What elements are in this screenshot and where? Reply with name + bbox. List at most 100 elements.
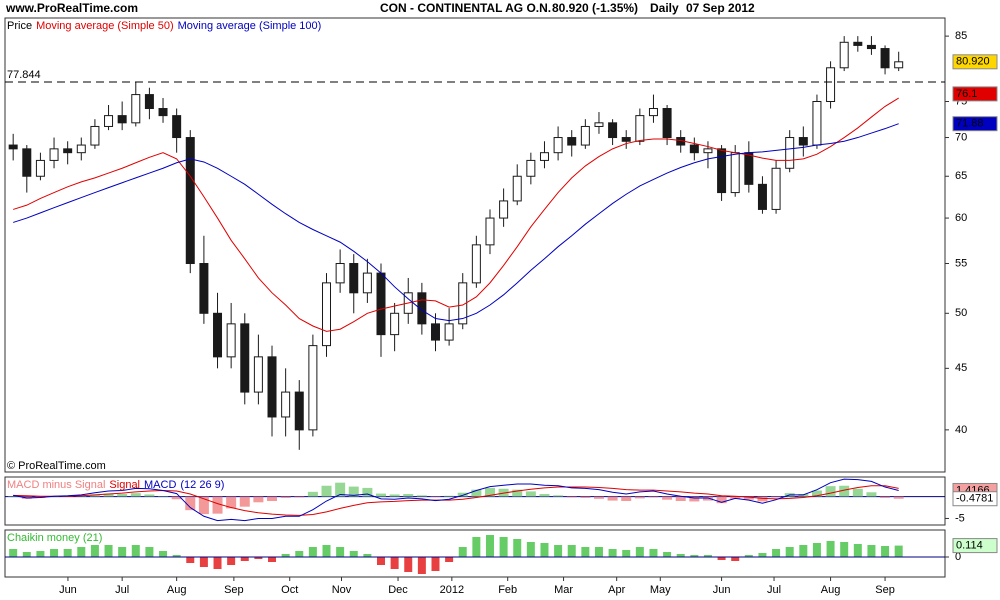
candle-body bbox=[253, 356, 263, 393]
histogram-bar bbox=[280, 496, 291, 498]
y-tick-label: 70 bbox=[955, 131, 967, 143]
x-tick-label: Feb bbox=[498, 584, 517, 596]
histogram-bar bbox=[634, 496, 645, 499]
candle-body bbox=[8, 144, 18, 150]
panel-frame bbox=[4, 17, 946, 473]
legend-entry: Moving average (Simple 50) bbox=[36, 20, 174, 32]
bar bbox=[431, 557, 440, 571]
candle-body bbox=[458, 282, 468, 325]
bar bbox=[717, 557, 726, 560]
candle-body bbox=[785, 137, 795, 169]
candle-body bbox=[76, 144, 86, 154]
histogram-bar bbox=[880, 496, 891, 498]
bar bbox=[758, 553, 767, 557]
y-tick-label: 65 bbox=[955, 170, 967, 182]
candle-body bbox=[335, 263, 345, 284]
bar bbox=[840, 542, 849, 557]
bar bbox=[377, 557, 385, 565]
bar bbox=[50, 549, 59, 557]
moving-average-line bbox=[13, 123, 899, 322]
candle-body bbox=[608, 122, 618, 139]
x-tick-label: Apr bbox=[608, 584, 625, 596]
candle-body bbox=[131, 94, 141, 124]
bar bbox=[118, 547, 127, 557]
histogram-bar bbox=[103, 493, 114, 497]
histogram-bar bbox=[893, 496, 904, 499]
bar bbox=[608, 549, 617, 557]
histogram-bar bbox=[239, 496, 250, 507]
bar bbox=[785, 547, 794, 557]
candle-body bbox=[362, 272, 372, 294]
candle-body bbox=[417, 292, 427, 325]
candle-body bbox=[662, 108, 672, 139]
bar bbox=[199, 557, 208, 567]
candle-body bbox=[240, 323, 250, 393]
x-tick-label: Jul bbox=[115, 584, 129, 596]
legend-entry: (12 26 9) bbox=[180, 479, 224, 491]
x-tick-label: Jul bbox=[767, 584, 781, 596]
histogram-bar bbox=[512, 489, 523, 497]
copyright: © ProRealTime.com bbox=[7, 460, 106, 472]
bar bbox=[404, 557, 413, 572]
site: www.ProRealTime.com bbox=[5, 1, 138, 15]
candle-body bbox=[471, 244, 481, 284]
value-marker bbox=[952, 116, 998, 132]
histogram-bar bbox=[539, 494, 550, 497]
candle-body bbox=[430, 323, 440, 341]
x-tick-label: Nov bbox=[332, 584, 352, 596]
candle-body bbox=[226, 323, 236, 358]
candle-body bbox=[771, 167, 781, 210]
candle-body bbox=[185, 137, 195, 265]
candle-body bbox=[839, 41, 849, 69]
x-tick-label: Jun bbox=[59, 584, 77, 596]
bar bbox=[9, 549, 18, 557]
bar bbox=[295, 551, 304, 557]
bar bbox=[622, 550, 631, 557]
moving-average-line bbox=[13, 97, 899, 332]
candle-body bbox=[63, 148, 73, 154]
candle-body bbox=[635, 115, 645, 142]
bar bbox=[581, 547, 590, 557]
histogram-bar bbox=[376, 493, 386, 497]
bar bbox=[90, 545, 99, 557]
bar bbox=[445, 557, 454, 562]
bar bbox=[663, 552, 672, 557]
candle-body bbox=[526, 159, 536, 177]
legend-entry: Signal bbox=[109, 479, 140, 491]
candle-body bbox=[798, 137, 808, 146]
candle-body bbox=[539, 152, 549, 161]
bar bbox=[63, 549, 72, 557]
candle-body bbox=[213, 312, 223, 358]
value-marker bbox=[952, 538, 998, 554]
candle-body bbox=[172, 115, 182, 139]
y-tick-label: 45 bbox=[955, 362, 967, 374]
y-tick-label: 60 bbox=[955, 212, 967, 224]
candle-body bbox=[158, 108, 168, 117]
bar bbox=[485, 535, 494, 557]
candle-body bbox=[866, 44, 876, 50]
value-marker-label: -0.4781 bbox=[956, 493, 993, 505]
y-tick-label: -5 bbox=[955, 512, 965, 524]
x-tick-label: Jun bbox=[713, 584, 731, 596]
bar bbox=[649, 549, 658, 557]
bar bbox=[594, 547, 603, 557]
bar bbox=[526, 542, 535, 557]
histogram-bar bbox=[130, 493, 141, 497]
candle-body bbox=[144, 94, 154, 110]
histogram-bar bbox=[471, 489, 482, 497]
histogram-bar bbox=[158, 496, 169, 498]
y-tick-label: 50 bbox=[955, 307, 967, 319]
histogram-bar bbox=[171, 496, 182, 500]
indicator-line bbox=[13, 478, 899, 522]
bar bbox=[281, 554, 290, 557]
candle-body bbox=[717, 148, 727, 194]
histogram-bar bbox=[49, 496, 60, 498]
histogram-bar bbox=[593, 496, 604, 499]
histogram-bar bbox=[362, 487, 373, 497]
bar bbox=[390, 557, 399, 569]
bar bbox=[472, 537, 481, 557]
histogram-bar bbox=[621, 496, 632, 501]
y-tick-label: 55 bbox=[955, 257, 967, 269]
value-marker-label: 80.920 bbox=[956, 56, 990, 68]
